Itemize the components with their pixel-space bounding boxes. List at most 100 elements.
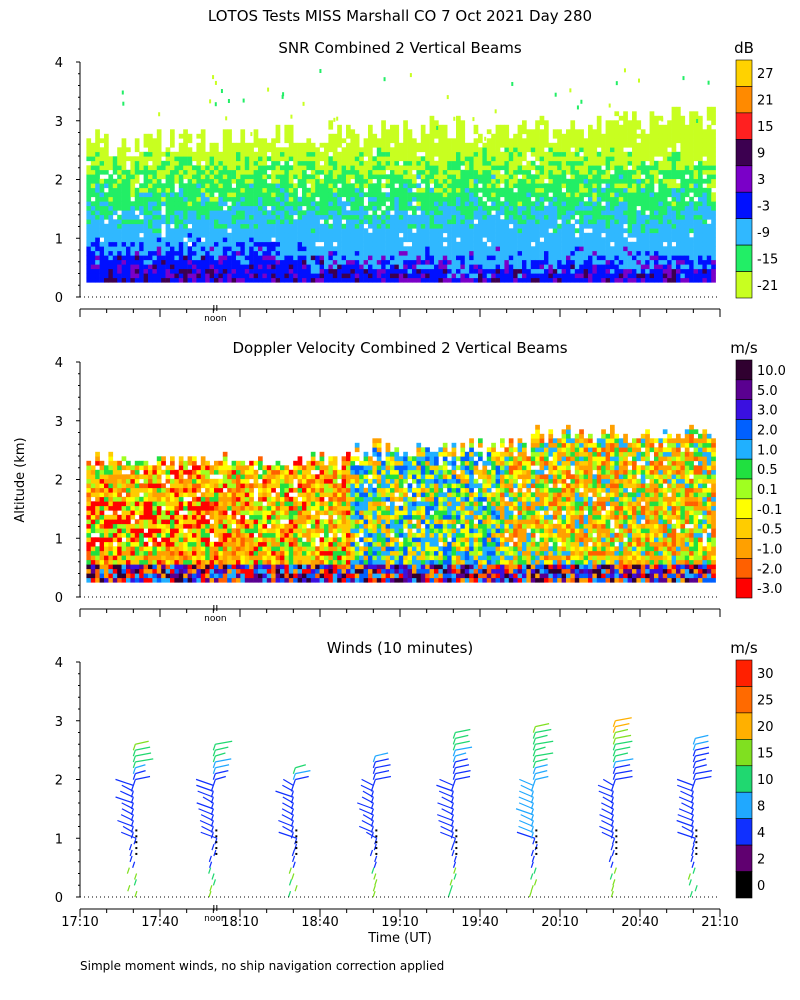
field-cell: [227, 192, 232, 198]
field-cell: [288, 187, 294, 193]
field-cell: [372, 210, 378, 216]
field-cell: [280, 201, 285, 207]
field-cell: [253, 138, 259, 144]
field-cell: [398, 241, 404, 247]
field-cell: [588, 142, 593, 148]
field-cell: [517, 214, 523, 220]
field-cell: [161, 151, 166, 157]
field-cell: [86, 568, 92, 574]
field-cell: [442, 178, 448, 184]
field-cell: [579, 268, 584, 274]
field-cell: [214, 187, 219, 193]
field-cell: [548, 205, 554, 211]
field-cell: [258, 151, 263, 157]
field-cell: [341, 187, 347, 193]
field-cell: [227, 160, 232, 166]
field-cell: [275, 228, 281, 234]
field-cell: [649, 241, 655, 247]
field-cell: [381, 147, 386, 153]
field-cell: [662, 138, 668, 144]
field-cell: [645, 219, 650, 225]
field-cell: [385, 241, 391, 247]
field-cell: [689, 147, 694, 153]
field-cell: [315, 237, 320, 243]
field-cell: [671, 183, 677, 189]
field-cell: [390, 232, 395, 238]
field-cell: [473, 147, 479, 153]
field-cell: [174, 228, 180, 234]
field-cell: [328, 174, 334, 180]
field-cell: [297, 147, 303, 153]
field-cell: [319, 273, 325, 279]
field-cell: [126, 259, 131, 265]
field-cell: [711, 120, 716, 126]
field-cell: [434, 214, 439, 220]
field-cell: [698, 277, 703, 283]
field-cell: [293, 273, 298, 279]
field-cell: [271, 142, 276, 148]
field-cell: [649, 196, 655, 202]
field-cell: [108, 505, 114, 511]
field-cell: [702, 273, 708, 279]
field-cell: [420, 165, 426, 171]
field-cell: [90, 501, 96, 507]
field-cell: [517, 129, 523, 135]
field-cell: [165, 259, 171, 265]
field-cell: [412, 255, 417, 261]
field-cell: [350, 129, 356, 135]
field-cell: [702, 246, 708, 252]
field-cell: [526, 250, 532, 256]
field-cell: [693, 142, 699, 148]
field-cell: [214, 210, 219, 216]
field-cell: [183, 151, 188, 157]
field-cell: [368, 133, 373, 139]
field-cell: [350, 250, 356, 256]
field-cell: [676, 183, 681, 189]
field-cell: [130, 187, 136, 193]
y-tick-label: 4: [55, 56, 63, 71]
field-speckle: [679, 118, 682, 123]
field-cell: [676, 237, 681, 243]
field-cell: [280, 151, 285, 157]
field-cell: [183, 273, 188, 279]
field-cell: [332, 277, 338, 283]
field-cell: [706, 115, 712, 121]
field-cell: [170, 151, 175, 157]
field-cell: [429, 151, 435, 157]
field-cell: [504, 192, 510, 198]
field-cell: [632, 210, 637, 216]
field-cell: [165, 264, 171, 270]
field-cell: [658, 255, 664, 261]
field-cell: [108, 250, 114, 256]
field-cell: [482, 165, 488, 171]
field-cell: [165, 268, 171, 274]
field-cell: [530, 232, 536, 238]
field-cell: [376, 277, 382, 283]
field-cell: [592, 219, 598, 225]
field-cell: [574, 228, 580, 234]
field-cell: [152, 241, 158, 247]
field-cell: [667, 183, 672, 189]
field-cell: [117, 183, 122, 189]
field-cell: [535, 165, 540, 171]
field-cell: [618, 187, 624, 193]
field-cell: [253, 192, 259, 198]
field-cell: [706, 142, 712, 148]
field-cell: [319, 255, 325, 261]
field-cell: [447, 138, 452, 144]
field-cell: [218, 178, 224, 184]
field-cell: [610, 147, 615, 153]
field-cell: [583, 201, 589, 207]
field-cell: [90, 277, 96, 283]
field-cell: [442, 210, 448, 216]
field-cell: [517, 246, 523, 252]
field-cell: [469, 273, 474, 279]
field-cell: [332, 160, 338, 166]
field-cell: [596, 259, 602, 265]
field-cell: [640, 183, 646, 189]
field-cell: [711, 147, 716, 153]
field-cell: [583, 277, 589, 283]
field-cell: [222, 273, 228, 279]
field-cell: [434, 178, 439, 184]
field-cell: [170, 178, 175, 184]
